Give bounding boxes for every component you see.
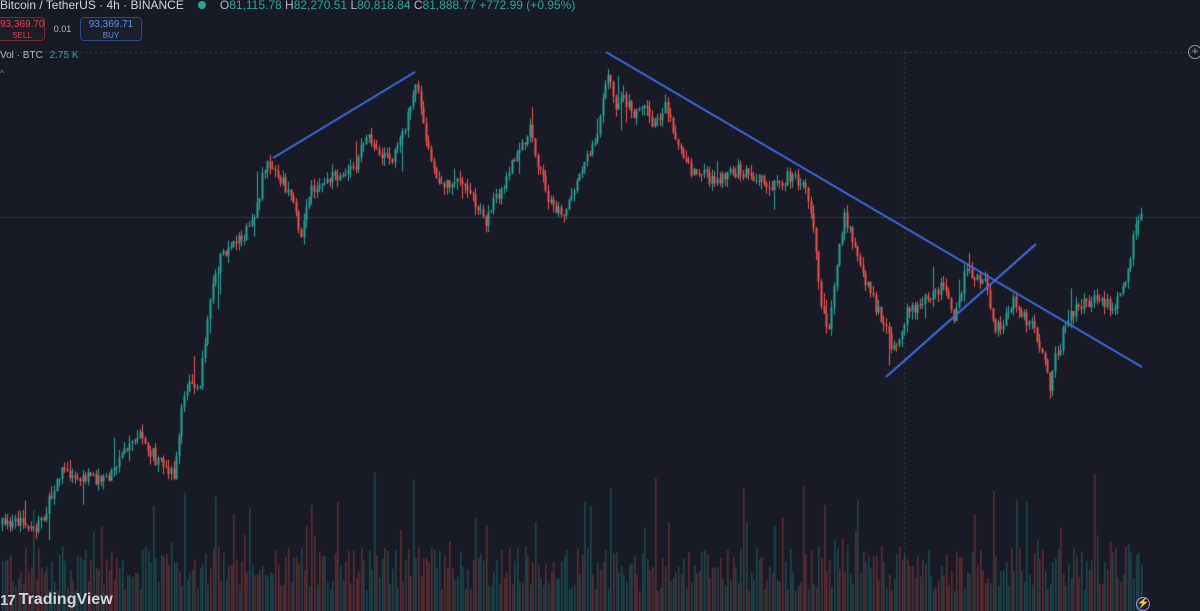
spread-value: 0.01 <box>53 24 72 34</box>
logo-text: TradingView <box>18 591 113 608</box>
market-open-dot-icon <box>197 1 206 9</box>
volume-label: Vol · BTC <box>0 50 43 61</box>
sell-label: SELL <box>12 31 32 40</box>
sell-price: 93,369.70 <box>0 19 45 30</box>
trade-panel: 93,369.70 SELL 0.01 93,369.71 BUY <box>0 16 142 42</box>
volume-value: 2.75 K <box>49 50 79 61</box>
buy-button[interactable]: 93,369.71 BUY <box>80 17 142 41</box>
sell-button[interactable]: 93,369.70 SELL <box>0 17 45 41</box>
lightning-icon[interactable]: ⚡ <box>1136 597 1150 611</box>
buy-price: 93,369.71 <box>88 19 134 30</box>
change-value: +772.99 (+0.95%) <box>479 0 576 12</box>
tradingview-logo: 17 TradingView <box>0 590 113 610</box>
symbol-legend: Bitcoin / TetherUS · 4h · BINANCE O81,11… <box>0 0 575 12</box>
buy-label: BUY <box>102 31 120 40</box>
ohlc-values: O81,115.78 H82,270.51 L80,818.84 C81,888… <box>219 0 576 12</box>
plus-circle-icon[interactable]: + <box>1188 45 1200 59</box>
chevron-up-icon[interactable]: ^ <box>0 68 5 78</box>
symbol-title[interactable]: Bitcoin / TetherUS · 4h · BINANCE <box>0 0 184 12</box>
volume-legend[interactable]: Vol · BTC 2.75 K <box>0 50 79 61</box>
logo-mark: 17 <box>0 591 16 609</box>
